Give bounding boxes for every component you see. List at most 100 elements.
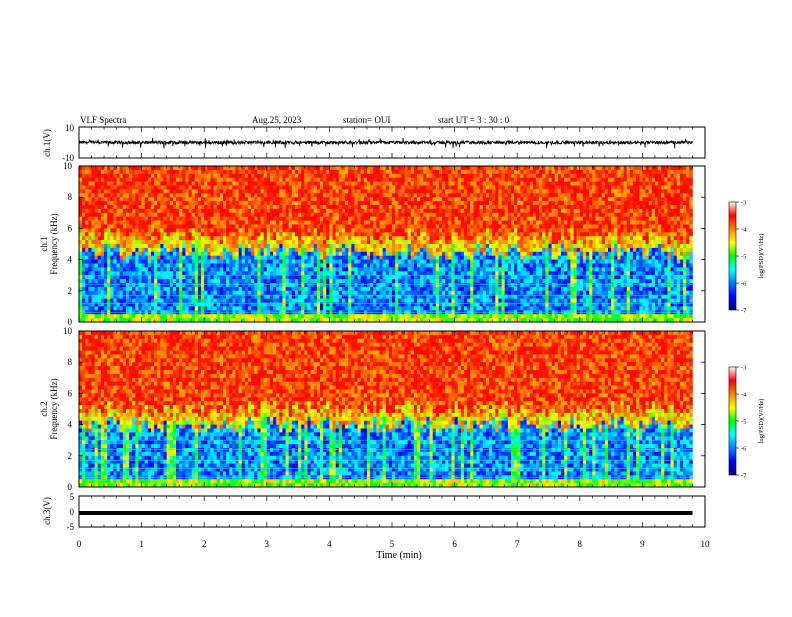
spectrogram-cell [166, 208, 171, 214]
spectrogram-cell [404, 173, 408, 178]
spectrogram-cell [135, 286, 139, 292]
spectrogram-cell [454, 271, 459, 276]
spectrogram-cell [113, 208, 117, 214]
spectrogram-cell [194, 193, 199, 198]
spectrogram-cell [341, 193, 346, 198]
spectrogram-cell [460, 279, 465, 284]
spectrogram-cell [298, 224, 302, 229]
spectrogram-cell [420, 244, 424, 249]
spectrogram-cell [338, 169, 343, 175]
spectrogram-cell [388, 169, 393, 175]
spectrogram-cell [348, 302, 352, 307]
spectrogram-cell [282, 208, 286, 214]
spectrogram-cell [257, 177, 261, 182]
spectrogram-cell [426, 189, 430, 194]
spectrogram-cell [291, 169, 296, 175]
spectrogram-cell [235, 263, 239, 268]
spectrogram-cell [341, 173, 346, 178]
spectrogram-cell [169, 271, 174, 276]
spectrogram-cell [100, 279, 105, 284]
spectrogram-cell [150, 283, 155, 288]
spectrogram-cell [266, 314, 271, 319]
spectrogram-cell [191, 232, 196, 237]
spectrogram-cell [442, 302, 446, 307]
spectrogram-cell [323, 302, 327, 307]
spectrogram-cell [254, 318, 258, 323]
spectrogram-cell [116, 212, 120, 217]
spectrogram-cell [291, 197, 296, 202]
spectrogram-cell [248, 224, 252, 229]
spectrogram-cell [129, 228, 133, 233]
spectrogram-cell [91, 224, 95, 229]
spectrogram-cell [351, 232, 355, 237]
spectrogram-cell [176, 236, 180, 241]
spectrogram-cell [107, 228, 111, 233]
spectrogram-cell [345, 220, 349, 225]
spectrogram-cell [460, 263, 465, 268]
spectrogram-cell [232, 228, 236, 233]
spectrogram-cell [282, 259, 286, 264]
spectrogram-cell [207, 294, 211, 299]
spectrogram-cell [442, 212, 446, 217]
spectrogram-cell [382, 251, 387, 256]
spectrogram-cell [316, 263, 321, 268]
spectrogram-cell [370, 201, 374, 206]
spectrogram-cell [269, 181, 274, 186]
spectrogram-cell [132, 298, 136, 303]
spectrogram-cell [147, 318, 152, 323]
spectrogram-cell [313, 232, 318, 237]
spectrogram-cell [370, 220, 374, 225]
spectrogram-cell [229, 212, 233, 217]
spectrogram-cell [163, 290, 167, 295]
spectrogram-cell [379, 251, 383, 256]
spectrogram-cell [100, 240, 105, 245]
spectrogram-cell [248, 279, 252, 284]
spectrogram-cell [185, 247, 189, 253]
spectrogram-cell [363, 173, 368, 178]
spectrogram-cell [163, 267, 167, 272]
spectrogram-cell [442, 197, 446, 202]
spectrogram-cell [382, 298, 387, 303]
spectrogram-cell [323, 290, 327, 295]
spectrogram-cell [435, 205, 440, 210]
spectrogram-cell [138, 185, 142, 190]
spectrogram-cell [407, 255, 412, 260]
spectrogram-cell [282, 224, 286, 229]
spectrogram-cell [229, 271, 233, 276]
spectrogram-cell [435, 259, 440, 264]
spectrogram-cell [129, 166, 133, 171]
spectrogram-cell [226, 298, 230, 303]
spectrogram-cell [216, 263, 221, 268]
spectrogram-cell [176, 244, 180, 249]
spectrogram-cell [172, 318, 177, 323]
spectrogram-cell [122, 205, 127, 210]
spectrogram-cell [169, 314, 174, 319]
spectrogram-cell [182, 189, 186, 194]
spectrogram-cell [185, 177, 189, 182]
spectrogram-cell [219, 251, 224, 256]
spectrogram-cell [401, 318, 405, 323]
spectrogram-cell [385, 247, 390, 253]
spectrogram-cell [194, 294, 199, 299]
spectrogram-cell [294, 208, 299, 214]
spectrogram-cell [269, 259, 274, 264]
spectrogram-cell [401, 294, 405, 299]
spectrogram-cell [207, 173, 211, 178]
spectrogram-cell [423, 185, 427, 190]
spectrogram-cell [88, 169, 92, 175]
spectrogram-cell [176, 177, 180, 182]
spectrogram-cell [85, 263, 89, 268]
spectrogram-cell [169, 247, 174, 253]
spectrogram-cell [417, 201, 421, 206]
spectrogram-cell [467, 224, 471, 229]
spectrogram-cell [216, 208, 221, 214]
spectrogram-cell [222, 279, 227, 284]
spectrogram-cell [401, 208, 405, 214]
spectrogram-cell [169, 185, 174, 190]
spectrogram-cell [420, 267, 424, 272]
spectrogram-cell [235, 232, 239, 237]
spectrogram-cell [147, 306, 152, 311]
spectrogram-cell [129, 244, 133, 249]
spectrogram-cell [154, 247, 158, 253]
spectrogram-cell [392, 232, 396, 237]
